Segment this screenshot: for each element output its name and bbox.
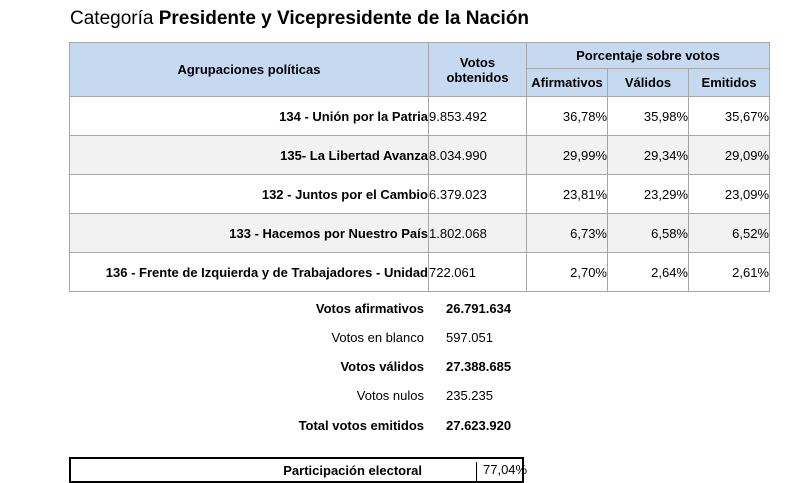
summary-value: 597.051 bbox=[446, 330, 493, 345]
pct-emitidos: 2,61% bbox=[688, 252, 770, 292]
party-name: 136 - Frente de Izquierda y de Trabajado… bbox=[69, 252, 429, 292]
participation-label: Participación electoral bbox=[283, 463, 422, 478]
party-name: 135- La Libertad Avanza bbox=[69, 135, 429, 175]
summary-label: Votos en blanco bbox=[331, 330, 424, 345]
participation-box: Participación electoral 77,04% bbox=[69, 457, 527, 483]
col-header-percentage-group: Porcentaje sobre votos bbox=[526, 42, 770, 69]
summary-value: 235.235 bbox=[446, 388, 493, 403]
pct-validos: 35,98% bbox=[607, 96, 689, 136]
title-category: Presidente y Vicepresidente de la Nación bbox=[158, 8, 530, 29]
participation-value: 77,04% bbox=[476, 462, 527, 482]
summary-label: Total votos emitidos bbox=[298, 418, 424, 433]
pct-validos: 29,34% bbox=[607, 135, 689, 175]
party-name: 134 - Unión por la Patria bbox=[69, 96, 429, 136]
summary-value: 26.791.634 bbox=[446, 301, 512, 316]
col-header-afirmativos: Afirmativos bbox=[526, 68, 608, 97]
summary-label: Votos afirmativos bbox=[315, 301, 424, 316]
pct-afirmativos: 36,78% bbox=[526, 96, 608, 136]
pct-emitidos: 35,67% bbox=[688, 96, 770, 136]
col-header-votes-line2: obtenidos bbox=[446, 69, 509, 85]
pct-afirmativos: 23,81% bbox=[526, 174, 608, 214]
pct-afirmativos: 6,73% bbox=[526, 213, 608, 253]
col-header-emitidos: Emitidos bbox=[688, 68, 770, 97]
pct-emitidos: 6,52% bbox=[688, 213, 770, 253]
pct-validos: 2,64% bbox=[607, 252, 689, 292]
col-header-validos: Válidos bbox=[607, 68, 689, 97]
table-row: 133 - Hacemos por Nuestro País 1.802.068… bbox=[69, 213, 770, 253]
pct-afirmativos: 29,99% bbox=[526, 135, 608, 175]
summary-label: Votos nulos bbox=[356, 388, 424, 403]
table-row: 134 - Unión por la Patria 9.853.492 36,7… bbox=[69, 96, 770, 136]
pct-emitidos: 23,09% bbox=[688, 174, 770, 214]
pct-validos: 6,58% bbox=[607, 213, 689, 253]
subheader-row: Afirmativos Válidos Emitidos bbox=[70, 68, 770, 97]
party-votes: 722.061 bbox=[428, 252, 527, 292]
col-header-votes-line1: Votos bbox=[459, 54, 496, 70]
party-votes: 1.802.068 bbox=[428, 213, 527, 253]
col-header-votes: Votos obtenidos bbox=[428, 42, 527, 97]
pct-emitidos: 29,09% bbox=[688, 135, 770, 175]
results-table: Agrupaciones políticas Votos obtenidos P… bbox=[69, 42, 770, 292]
summary-label: Votos válidos bbox=[340, 359, 424, 374]
party-name: 133 - Hacemos por Nuestro País bbox=[69, 213, 429, 253]
table-row: 132 - Juntos por el Cambio 6.379.023 23,… bbox=[69, 174, 770, 214]
pct-validos: 23,29% bbox=[607, 174, 689, 214]
header-row: Agrupaciones políticas Votos obtenidos P… bbox=[69, 42, 770, 97]
table-row: 135- La Libertad Avanza 8.034.990 29,99%… bbox=[69, 135, 770, 175]
summary-value: 27.623.920 bbox=[446, 418, 512, 433]
pct-afirmativos: 2,70% bbox=[526, 252, 608, 292]
page-title: Categoría Presidente y Vicepresidente de… bbox=[70, 8, 529, 30]
party-name: 132 - Juntos por el Cambio bbox=[69, 174, 429, 214]
party-votes: 6.379.023 bbox=[428, 174, 527, 214]
table-row: 136 - Frente de Izquierda y de Trabajado… bbox=[69, 252, 770, 292]
party-votes: 8.034.990 bbox=[428, 135, 527, 175]
col-header-party: Agrupaciones políticas bbox=[69, 42, 429, 97]
party-votes: 9.853.492 bbox=[428, 96, 527, 136]
summary-value: 27.388.685 bbox=[446, 359, 512, 374]
title-prefix: Categoría bbox=[70, 8, 154, 29]
